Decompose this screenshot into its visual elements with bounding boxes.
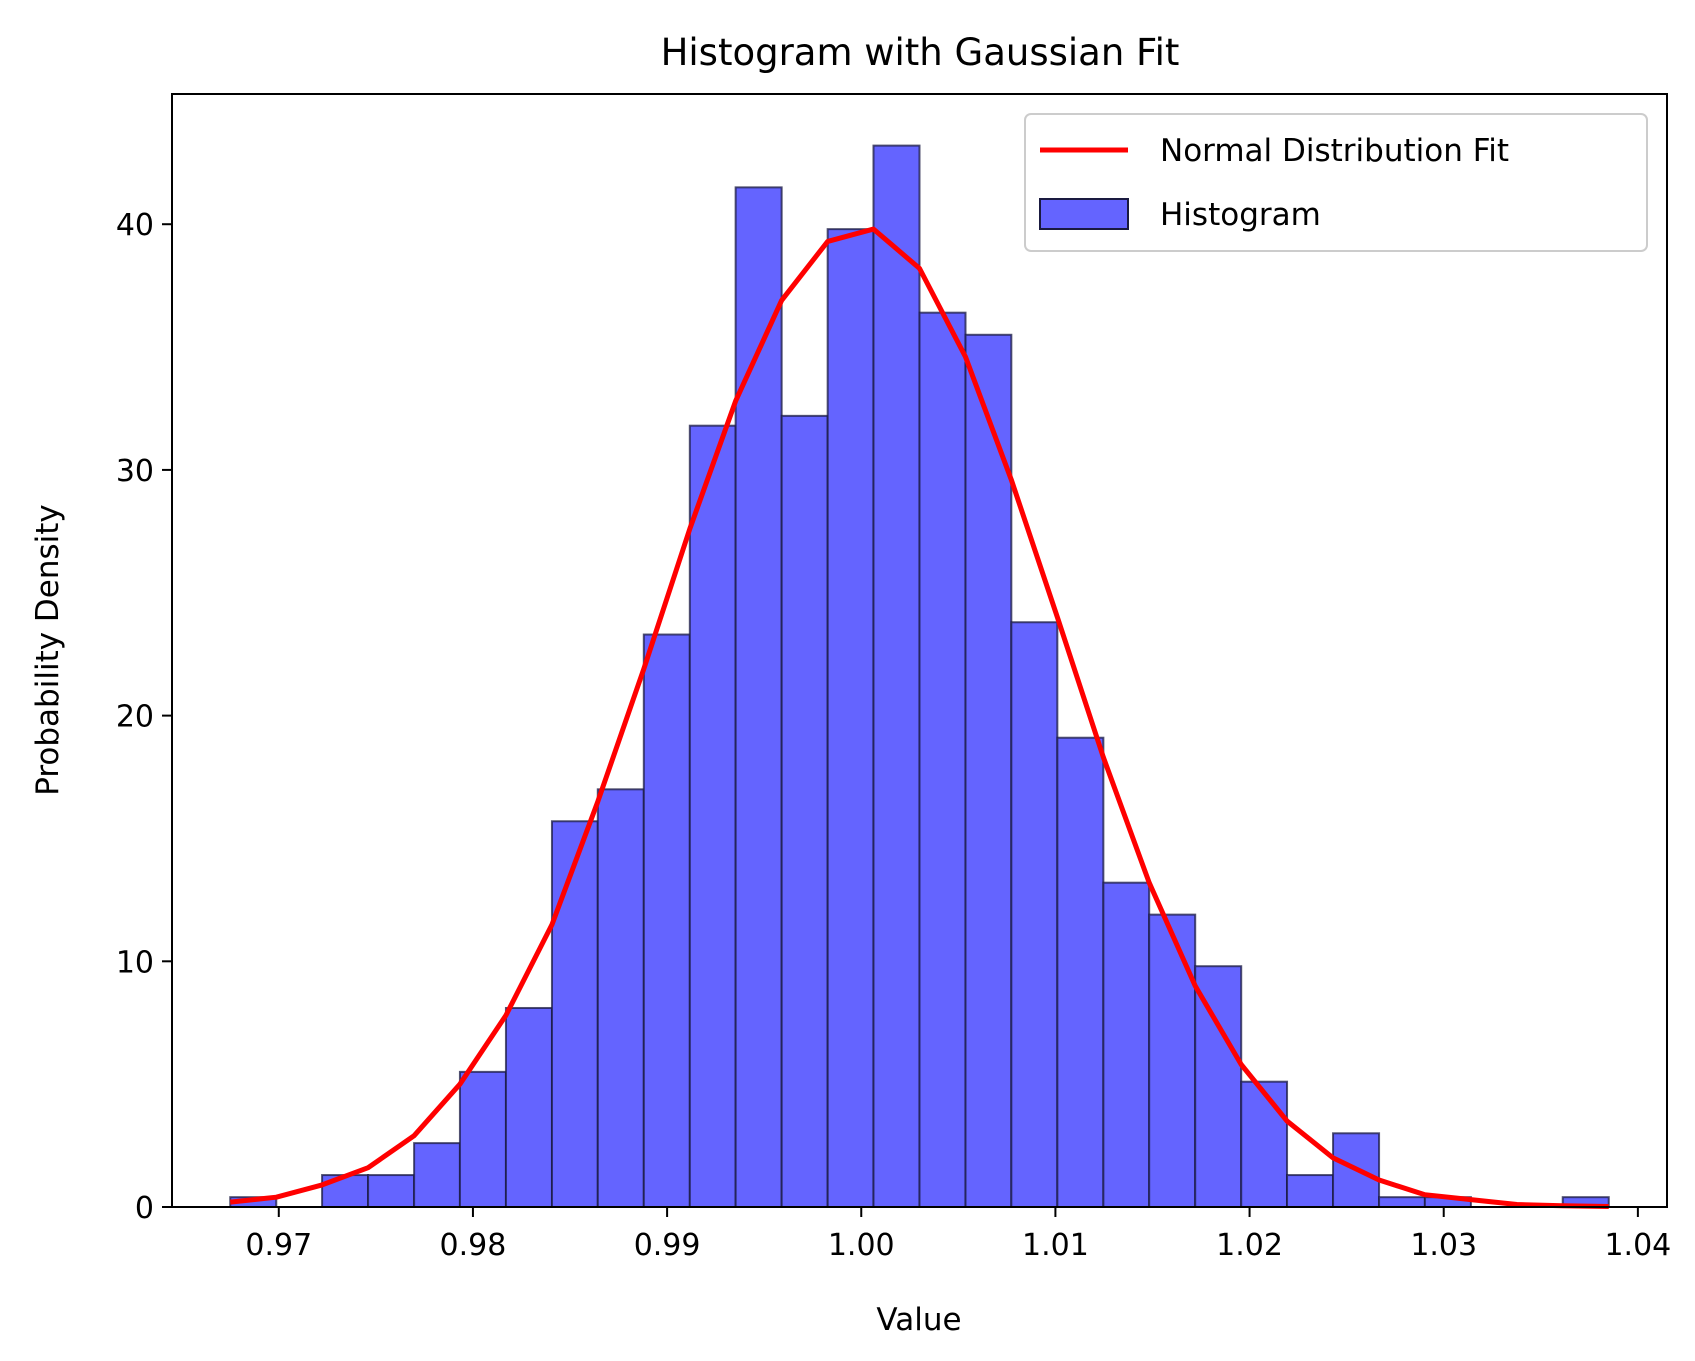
histogram-bar (1102, 881, 1151, 1208)
x-tick-label: 1.01 (1022, 1228, 1089, 1263)
y-axis-ticks: 0 10 20 30 40 (116, 208, 172, 1226)
histogram-bar (826, 228, 875, 1208)
plot-frame (171, 93, 1668, 1208)
x-tick-label: 1.04 (1604, 1228, 1671, 1263)
histogram-bar (1056, 736, 1105, 1208)
y-axis-label: Probability Density (30, 504, 66, 796)
histogram-bar (458, 1070, 507, 1208)
x-tick-label: 0.99 (634, 1228, 701, 1263)
histogram-bar (550, 820, 599, 1209)
histogram-bar (918, 311, 967, 1208)
x-tick-label: 1.03 (1410, 1228, 1477, 1263)
histogram-bar (780, 414, 829, 1209)
histogram-bar (596, 788, 645, 1208)
histogram-bar (1286, 1174, 1335, 1208)
x-tick-label: 1.00 (828, 1228, 895, 1263)
legend: Normal Distribution Fit Histogram (1024, 113, 1648, 252)
histogram-bar (504, 1006, 553, 1208)
x-tick-label: 1.02 (1216, 1228, 1283, 1263)
histogram-bar (1148, 913, 1197, 1208)
histogram-bar (1240, 1080, 1289, 1208)
legend-box (1024, 113, 1648, 252)
x-tick-label: 0.97 (245, 1228, 312, 1263)
histogram-bar (1194, 965, 1243, 1209)
x-axis-label: Value (876, 1302, 961, 1338)
legend-label-fit: Normal Distribution Fit (1160, 133, 1509, 169)
histogram-bar (872, 144, 921, 1208)
histogram-bar (734, 186, 783, 1208)
y-tick-label: 10 (116, 945, 154, 980)
histogram-bar (688, 424, 737, 1209)
y-tick-label: 30 (116, 454, 154, 489)
histogram-bar (642, 633, 691, 1208)
histogram-bars (229, 144, 1610, 1209)
x-axis-ticks: 0.97 0.98 0.99 1.00 1.01 1.02 1.03 1.04 (245, 1207, 1671, 1263)
y-tick-label: 0 (135, 1191, 154, 1226)
histogram-bar (367, 1174, 416, 1208)
normal-fit-line (229, 226, 1609, 1209)
histogram-bar (1010, 621, 1059, 1208)
legend-swatch-histogram (1039, 198, 1129, 230)
y-tick-label: 40 (116, 208, 154, 243)
histogram-bar (1378, 1196, 1426, 1209)
fit-line-group (229, 226, 1609, 1209)
histogram-bar (413, 1142, 461, 1209)
chart-title: Histogram with Gaussian Fit (661, 31, 1180, 74)
x-tick-label: 0.98 (440, 1228, 507, 1263)
y-tick-label: 20 (116, 700, 154, 735)
legend-label-histogram: Histogram (1160, 197, 1321, 233)
